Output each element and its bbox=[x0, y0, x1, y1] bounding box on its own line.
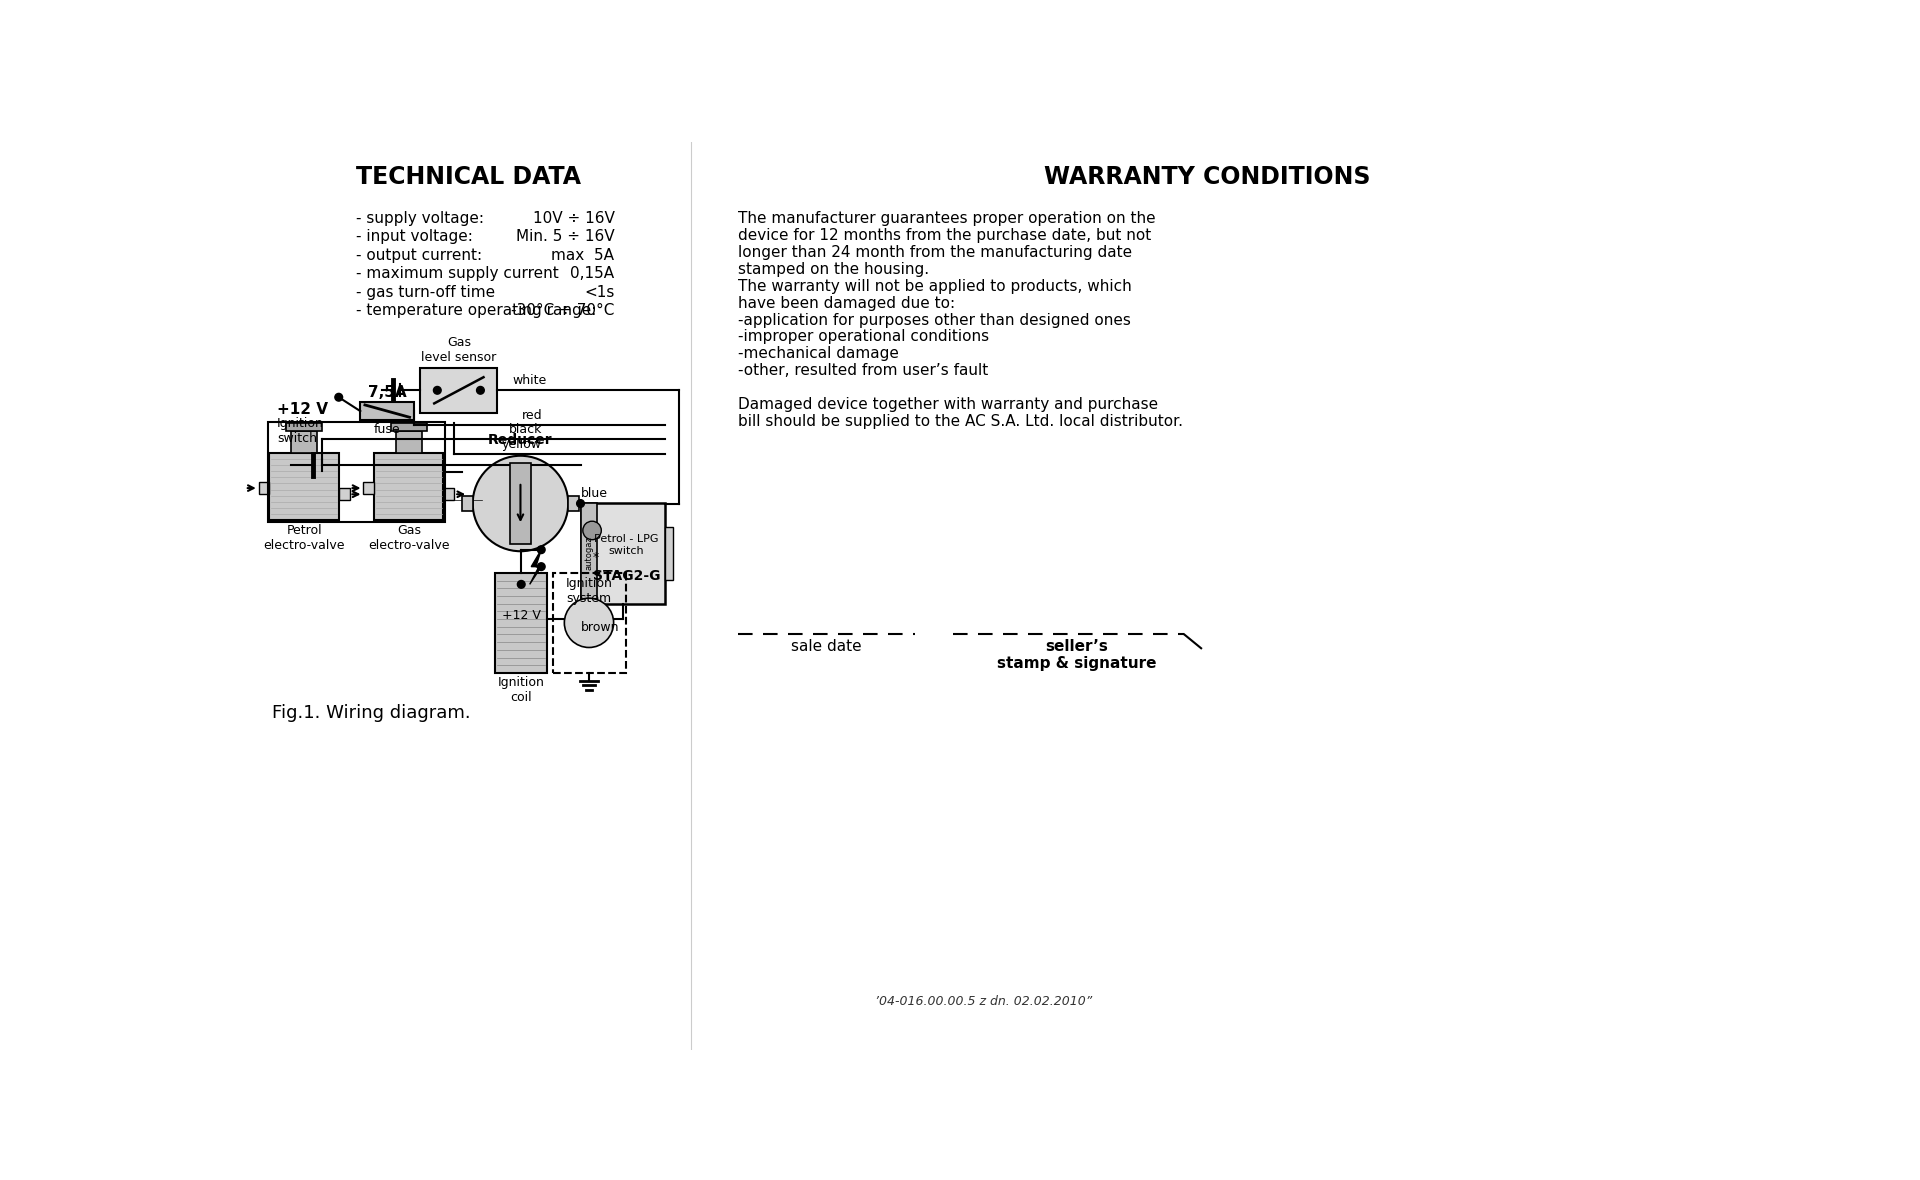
Text: device for 12 months from the purchase date, but not: device for 12 months from the purchase d… bbox=[737, 228, 1150, 243]
Polygon shape bbox=[530, 550, 541, 584]
Text: - output current:: - output current: bbox=[357, 248, 482, 263]
Text: Ignition
switch: Ignition switch bbox=[276, 418, 324, 445]
Bar bbox=[509, 464, 532, 544]
Text: ’04-016.00.00.5 z dn. 02.02.2010”: ’04-016.00.00.5 z dn. 02.02.2010” bbox=[876, 995, 1092, 1008]
Text: WARRANTY CONDITIONS: WARRANTY CONDITIONS bbox=[1044, 165, 1371, 189]
Text: black: black bbox=[509, 422, 541, 435]
Bar bbox=[553, 572, 626, 673]
Text: *: * bbox=[593, 551, 599, 564]
Bar bbox=[269, 422, 445, 522]
Text: red: red bbox=[522, 409, 541, 422]
Text: -mechanical damage: -mechanical damage bbox=[737, 347, 899, 361]
Text: -application for purposes other than designed ones: -application for purposes other than des… bbox=[737, 313, 1131, 328]
Text: Min. 5 ÷ 16V: Min. 5 ÷ 16V bbox=[516, 229, 614, 244]
Bar bbox=[463, 496, 472, 511]
Text: white: white bbox=[513, 374, 547, 387]
Text: - temperature operating range:: - temperature operating range: bbox=[357, 303, 597, 319]
Circle shape bbox=[576, 499, 584, 507]
Bar bbox=[259, 481, 269, 494]
Text: The warranty will not be applied to products, which: The warranty will not be applied to prod… bbox=[737, 278, 1131, 294]
Circle shape bbox=[538, 563, 545, 570]
Text: - maximum supply current: - maximum supply current bbox=[357, 267, 559, 281]
Text: TECHNICAL DATA: TECHNICAL DATA bbox=[355, 165, 580, 189]
Text: blue: blue bbox=[580, 487, 607, 500]
Text: -other, resulted from user’s fault: -other, resulted from user’s fault bbox=[737, 363, 989, 379]
Circle shape bbox=[538, 546, 545, 553]
Text: STAG2-G: STAG2-G bbox=[593, 569, 660, 583]
Text: Petrol - LPG
switch: Petrol - LPG switch bbox=[595, 535, 659, 556]
Circle shape bbox=[516, 581, 524, 588]
Text: longer than 24 month from the manufacturing date: longer than 24 month from the manufactur… bbox=[737, 244, 1131, 260]
Text: <1s: <1s bbox=[584, 284, 614, 300]
Text: Ignition
coil: Ignition coil bbox=[497, 676, 545, 704]
Text: +12 V: +12 V bbox=[501, 609, 541, 622]
Text: - input voltage:: - input voltage: bbox=[357, 229, 474, 244]
Bar bbox=[580, 504, 597, 604]
Text: stamped on the housing.: stamped on the housing. bbox=[737, 262, 929, 277]
Text: Ignition
system: Ignition system bbox=[566, 577, 612, 604]
Text: have been damaged due to:: have been damaged due to: bbox=[737, 296, 954, 310]
Circle shape bbox=[564, 598, 614, 648]
Bar bbox=[286, 424, 323, 431]
Bar bbox=[392, 424, 426, 431]
Text: Reducer: Reducer bbox=[488, 433, 553, 446]
Bar bbox=[361, 402, 415, 420]
Text: seller’s
stamp & signature: seller’s stamp & signature bbox=[996, 640, 1156, 671]
Bar bbox=[363, 481, 374, 494]
Text: -improper operational conditions: -improper operational conditions bbox=[737, 329, 989, 345]
Text: - supply voltage:: - supply voltage: bbox=[357, 211, 484, 225]
Bar bbox=[374, 453, 444, 520]
Text: bill should be supplied to the AC S.A. Ltd. local distributor.: bill should be supplied to the AC S.A. L… bbox=[737, 414, 1183, 430]
Text: Damaged device together with warranty and purchase: Damaged device together with warranty an… bbox=[737, 398, 1158, 412]
Text: brown: brown bbox=[580, 621, 618, 634]
Circle shape bbox=[472, 455, 568, 551]
Text: +12 V: +12 V bbox=[276, 402, 328, 417]
Text: -30°C ÷ 70°C: -30°C ÷ 70°C bbox=[511, 303, 614, 319]
Bar bbox=[396, 431, 422, 453]
Bar bbox=[420, 368, 497, 413]
Text: Gas
electro-valve: Gas electro-valve bbox=[369, 524, 449, 552]
Bar bbox=[292, 431, 317, 453]
Circle shape bbox=[434, 387, 442, 394]
Text: - gas turn-off time: - gas turn-off time bbox=[357, 284, 495, 300]
Text: Petrol
electro-valve: Petrol electro-valve bbox=[263, 524, 346, 552]
Text: sale date: sale date bbox=[791, 640, 862, 654]
Bar bbox=[495, 572, 547, 673]
Text: 0,15A: 0,15A bbox=[570, 267, 614, 281]
Circle shape bbox=[584, 522, 601, 539]
Bar bbox=[269, 453, 338, 520]
Text: fuse: fuse bbox=[374, 422, 401, 435]
Bar bbox=[568, 496, 580, 511]
Bar bbox=[338, 489, 349, 500]
Text: The manufacturer guarantees proper operation on the: The manufacturer guarantees proper opera… bbox=[737, 211, 1156, 225]
Bar bbox=[444, 489, 455, 500]
Text: 10V ÷ 16V: 10V ÷ 16V bbox=[532, 211, 614, 225]
Bar bbox=[664, 526, 672, 581]
Circle shape bbox=[476, 387, 484, 394]
Text: 7,5A: 7,5A bbox=[369, 385, 407, 400]
Text: max  5A: max 5A bbox=[551, 248, 614, 263]
Text: autogaz: autogaz bbox=[584, 537, 593, 570]
Text: yellow: yellow bbox=[501, 438, 541, 451]
Text: Fig.1. Wiring diagram.: Fig.1. Wiring diagram. bbox=[273, 703, 470, 722]
Bar bbox=[580, 504, 664, 604]
Circle shape bbox=[334, 393, 342, 401]
Text: Gas
level sensor: Gas level sensor bbox=[420, 336, 497, 365]
